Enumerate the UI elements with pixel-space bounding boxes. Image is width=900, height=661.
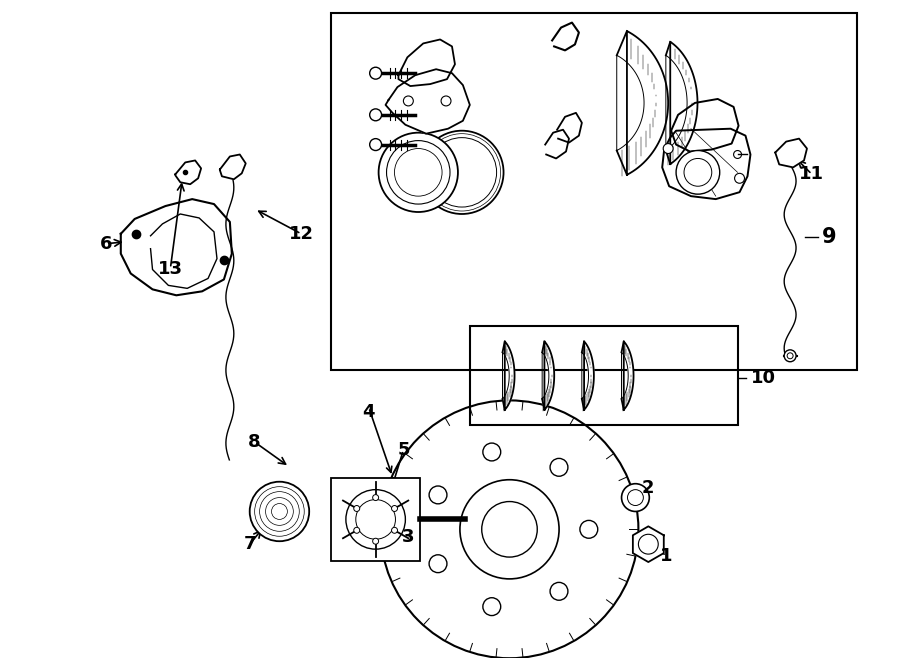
Polygon shape [385,69,470,134]
Polygon shape [220,155,246,179]
Text: 1: 1 [660,547,672,565]
Text: 3: 3 [402,528,415,546]
Bar [331,478,420,561]
Text: 5: 5 [397,441,410,459]
Polygon shape [633,526,664,562]
Polygon shape [121,199,232,295]
Text: 13: 13 [158,260,183,278]
Circle shape [370,139,382,151]
Polygon shape [666,42,698,164]
Bar [470,326,738,425]
Polygon shape [622,342,634,410]
Text: 4: 4 [363,403,375,421]
Circle shape [482,502,537,557]
Text: 11: 11 [799,165,824,183]
Circle shape [249,482,310,541]
Circle shape [420,131,503,214]
Polygon shape [502,342,515,410]
Circle shape [622,484,649,512]
Circle shape [734,173,744,183]
Circle shape [460,480,559,579]
Circle shape [550,458,568,476]
Polygon shape [671,99,739,151]
Circle shape [373,494,379,500]
Polygon shape [552,22,579,50]
Polygon shape [616,31,668,175]
Polygon shape [775,139,807,167]
Circle shape [550,582,568,600]
Text: 10: 10 [751,369,776,387]
Polygon shape [399,40,455,86]
Circle shape [429,555,447,572]
Circle shape [580,520,598,538]
Text: 9: 9 [822,227,836,247]
Text: 2: 2 [642,479,654,496]
Circle shape [784,350,796,362]
Polygon shape [581,342,594,410]
Circle shape [676,151,720,194]
Circle shape [370,67,382,79]
Circle shape [381,401,638,658]
Text: 8: 8 [248,433,261,451]
Polygon shape [545,130,569,159]
Circle shape [354,506,360,512]
Circle shape [370,109,382,121]
Polygon shape [176,161,201,184]
Polygon shape [557,113,582,143]
Polygon shape [542,342,554,410]
Bar [331,13,857,369]
Polygon shape [662,129,751,199]
Circle shape [441,96,451,106]
Circle shape [483,598,500,615]
Circle shape [429,486,447,504]
Text: 6: 6 [100,235,112,253]
Circle shape [373,538,379,544]
Circle shape [392,527,398,533]
Circle shape [354,527,360,533]
Circle shape [346,490,405,549]
Circle shape [483,443,500,461]
Circle shape [663,143,673,153]
Text: 7: 7 [243,535,256,553]
Circle shape [403,96,413,106]
Circle shape [379,133,458,212]
Circle shape [392,506,398,512]
Text: 12: 12 [289,225,314,243]
Circle shape [734,151,742,159]
